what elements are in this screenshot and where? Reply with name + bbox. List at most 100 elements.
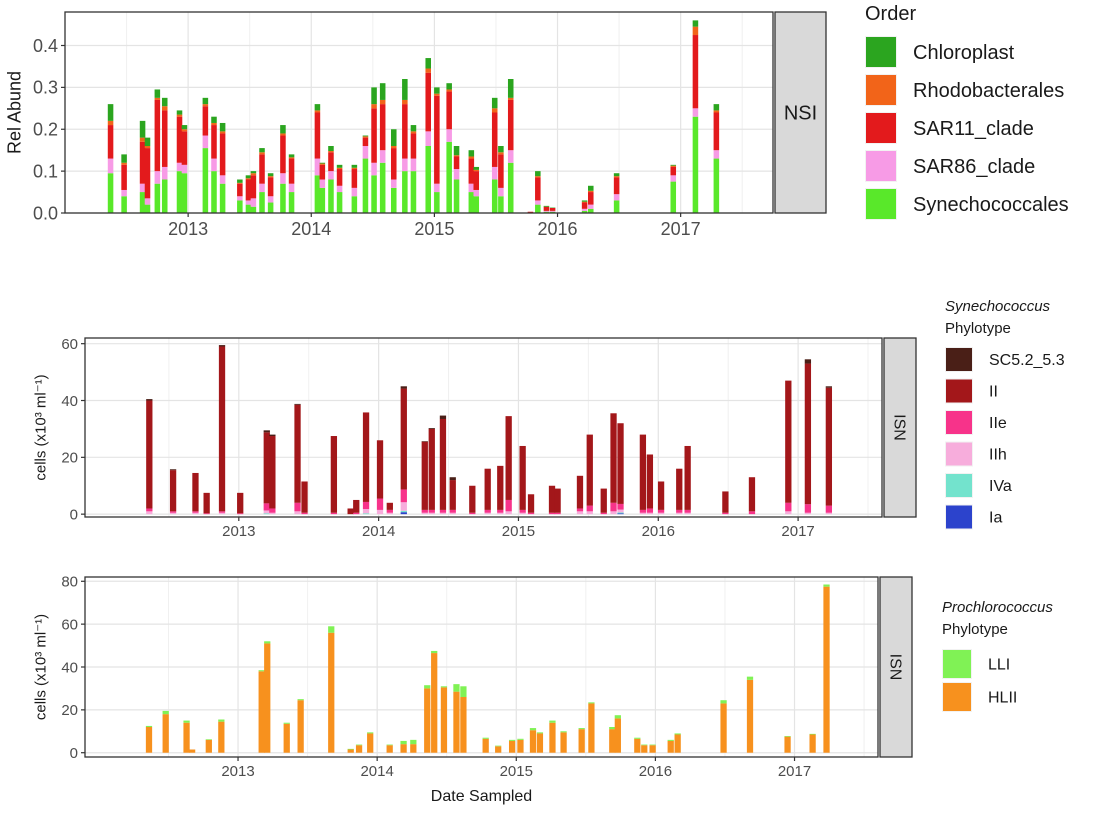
bar-segment-rhodobacterales [362, 136, 369, 138]
bar-segment-sc5-2-5-3 [218, 345, 226, 347]
bar-segment-sar86-clade [181, 164, 188, 174]
bar-segment-iie [421, 509, 428, 513]
bar-segment-lli [297, 699, 304, 701]
legend-swatch [946, 411, 972, 434]
bar-segment-sar86-clade [107, 158, 114, 174]
bar-segment-ii [146, 400, 153, 509]
bar-segment-sar86-clade [314, 158, 321, 176]
bar-segment-synechococcales [121, 196, 127, 213]
bar-stack [386, 744, 393, 753]
bar-segment-rhodobacterales [692, 26, 699, 36]
bar-segment-hlii [453, 691, 460, 753]
bar-segment-sar11-clade [259, 154, 265, 184]
bar-segment-iie [505, 499, 512, 512]
bar-stack [434, 87, 440, 213]
bar-segment-ii [610, 413, 617, 503]
bar-segment-sar11-clade [371, 108, 377, 163]
bar-segment-sar86-clade [692, 108, 699, 117]
bar-segment-ii [469, 485, 476, 513]
bar-segment-iie [263, 503, 270, 511]
bar-segment-hlii [720, 703, 727, 753]
bar-segment-sar86-clade [336, 185, 343, 193]
bar-segment-rhodobacterales [507, 97, 514, 100]
bar-segment-ii [192, 472, 199, 512]
bar-segment-iie [527, 512, 535, 515]
bar-segment-hlii [264, 643, 271, 753]
bar-segment-hlii [614, 718, 621, 753]
bar-segment-chloroplast [176, 110, 183, 115]
bar-segment-iie [376, 498, 384, 510]
y-tick-label: 0.3 [33, 78, 58, 98]
bar-segment-iih [169, 512, 177, 515]
bar-stack [410, 739, 417, 753]
bar-segment-ii [294, 404, 301, 503]
bar-segment-rhodobacterales [161, 106, 168, 111]
bar-segment-hlii [578, 729, 585, 753]
bar-stack [347, 748, 354, 753]
bar-segment-synechococcales [161, 179, 168, 213]
bar-stack [809, 733, 816, 753]
bar-segment-chloroplast [351, 164, 358, 168]
x-tick-label: 2016 [639, 763, 672, 780]
bar-segment-rhodobacterales [267, 176, 274, 178]
bar-segment-chloroplast [588, 185, 594, 191]
bar-segment-iih [218, 512, 226, 515]
bar-segment-sar11-clade [468, 158, 475, 184]
bar-segment-sar86-clade [144, 198, 151, 205]
bar-segment-hlii [495, 746, 502, 753]
bar-stack [609, 727, 616, 753]
bar-segment-iie [449, 509, 456, 513]
legend-swatch [866, 113, 896, 143]
bar-segment-synechococcales [713, 158, 720, 213]
bar-segment-iie [484, 509, 491, 513]
bar-segment-sar11-clade [139, 141, 146, 184]
bar-segment-lli [431, 650, 438, 654]
bar-segment-chloroplast [491, 97, 498, 109]
bar-segment-ii [400, 388, 407, 490]
bar-stack [676, 468, 683, 515]
bar-segment-hlii [536, 733, 544, 753]
bar-segment-sar86-clade [259, 183, 265, 193]
bar-segment-lli [258, 670, 265, 672]
bar-stack [527, 494, 535, 515]
bar-stack [351, 164, 358, 213]
legend-swatch [946, 505, 972, 529]
bar-segment-iih [362, 509, 370, 514]
bar-stack [424, 685, 431, 753]
y-tick-label: 60 [61, 336, 78, 353]
y-tick-label: 0.0 [33, 203, 58, 223]
bar-segment-lli [355, 744, 363, 746]
bar-segment-ii [527, 494, 535, 513]
bar-segment-synechococcales [139, 192, 146, 213]
bar-segment-sc5-2-5-3 [449, 477, 456, 481]
legend-swatch [866, 189, 896, 219]
bar-segment-ii [428, 428, 435, 510]
legend: Synechococcus Phylotype SC5.2_5.3 II IIe IIh I… [945, 298, 1065, 530]
bar-segment-sc5-2-5-3 [421, 441, 428, 442]
bar-segment-sar11-clade [211, 125, 217, 159]
legend: Order Chloroplast Rhodobacterales SAR11_cla… [865, 3, 1069, 220]
bar-segment-rhodobacterales [219, 131, 226, 134]
bar-segment-synechococcales [670, 181, 677, 213]
bar-stack [237, 492, 244, 515]
bar-segment-lli [641, 744, 648, 746]
bar-segment-rhodobacterales [280, 133, 286, 136]
bar-stack [269, 434, 276, 515]
bar-stack [748, 477, 756, 515]
bar-segment-lli [784, 736, 791, 737]
bar-segment-synechococcales [491, 179, 498, 213]
bar-stack [218, 345, 226, 515]
bar-stack [453, 684, 460, 753]
bar-segment-hlii [258, 671, 265, 753]
bar-segment-iih [505, 511, 512, 515]
bar-segment-ii [439, 418, 447, 510]
bar-segment-ii [646, 454, 654, 509]
y-axis-label: cells (x10³ ml⁻¹) [32, 614, 49, 720]
plot-background [85, 338, 882, 517]
bar-segment-ii [497, 465, 504, 510]
bar-segment-chloroplast [319, 162, 326, 164]
y-tick-label: 0 [70, 745, 78, 762]
bar-segment-ii [804, 363, 812, 505]
bar-stack [670, 164, 677, 213]
bar-segment-ii [505, 416, 512, 500]
